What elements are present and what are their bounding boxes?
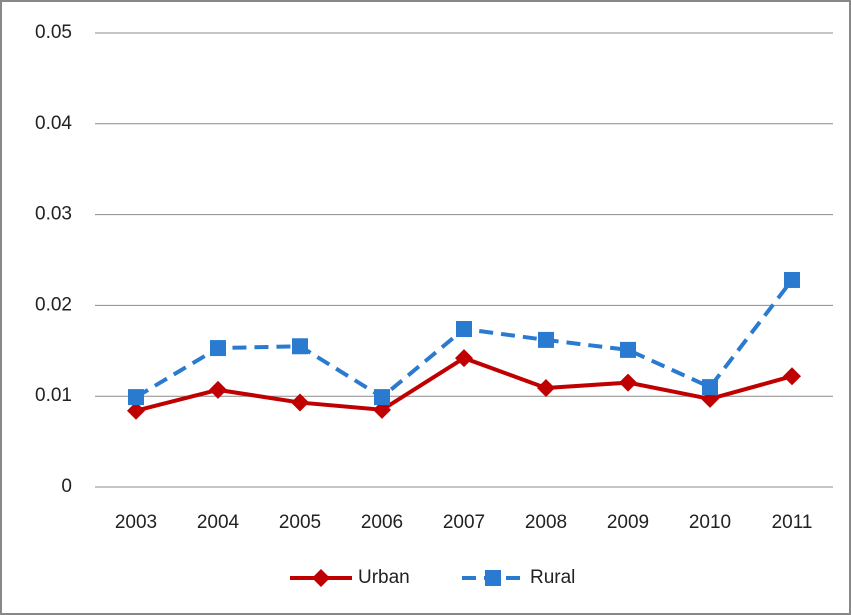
data-point — [619, 373, 637, 392]
y-tick-label: 0.04 — [35, 113, 72, 134]
data-point — [210, 340, 226, 357]
x-tick-label: 2008 — [525, 512, 567, 533]
y-tick-label: 0.03 — [35, 204, 72, 225]
x-tick-label: 2006 — [361, 512, 403, 533]
data-point — [292, 338, 308, 355]
data-point — [127, 401, 145, 420]
x-tick-label: 2011 — [772, 512, 813, 533]
data-point — [455, 349, 473, 368]
x-tick-label: 2003 — [115, 512, 157, 533]
x-tick-label: 2005 — [279, 512, 321, 533]
data-point — [374, 389, 390, 406]
x-tick-label: 2009 — [607, 512, 649, 533]
y-tick-label: 0.02 — [35, 294, 72, 315]
data-point — [128, 389, 144, 406]
data-point — [291, 393, 309, 412]
data-point — [620, 341, 636, 358]
legend-label: Urban — [358, 567, 410, 588]
y-tick-label: 0.05 — [35, 22, 72, 43]
data-point — [537, 379, 555, 398]
x-tick-label: 2004 — [197, 512, 240, 533]
data-point — [456, 321, 472, 338]
y-tick-label: 0 — [61, 476, 72, 497]
data-point — [538, 331, 554, 348]
data-point — [209, 380, 227, 399]
data-point — [702, 379, 718, 396]
data-point — [784, 271, 800, 288]
x-tick-label: 2007 — [443, 512, 485, 533]
data-point — [373, 400, 391, 419]
x-tick-label: 2010 — [689, 512, 731, 533]
y-tick-label: 0.01 — [35, 385, 72, 406]
legend-marker — [485, 570, 501, 586]
data-point — [783, 367, 801, 386]
legend-label: Rural — [530, 567, 575, 588]
legend-marker — [312, 569, 330, 587]
